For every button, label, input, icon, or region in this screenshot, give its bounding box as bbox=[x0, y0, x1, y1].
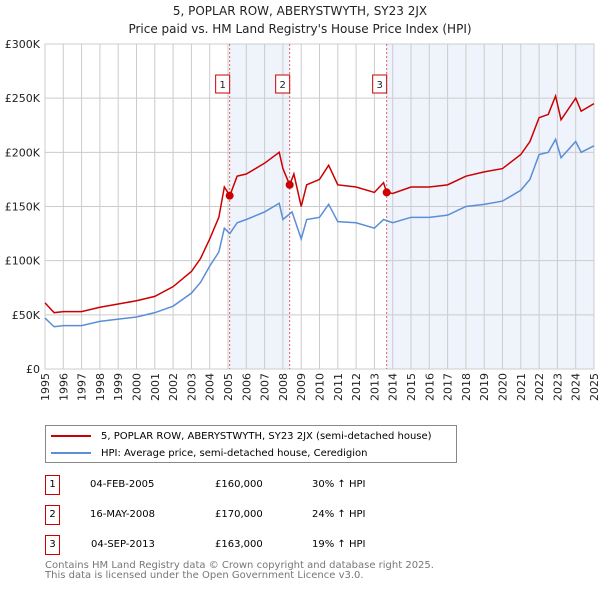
x-tick-label: 2016 bbox=[423, 373, 436, 401]
legend: 5, POPLAR ROW, ABERYSTWYTH, SY23 2JX (se… bbox=[45, 425, 457, 463]
chart-subtitle: Price paid vs. HM Land Registry's House … bbox=[128, 22, 472, 36]
sale-row: 1 04-FEB-2005 £160,000 30% ↑ HPI bbox=[45, 475, 445, 495]
x-tick-label: 2003 bbox=[185, 373, 198, 401]
x-tick-label: 2011 bbox=[332, 373, 345, 401]
x-tick-label: 2025 bbox=[588, 373, 600, 401]
sale-marker-label: 3 bbox=[45, 535, 60, 555]
sale-marker-label: 3 bbox=[376, 80, 382, 91]
y-tick-label: £150K bbox=[5, 201, 41, 214]
sale-point bbox=[285, 180, 294, 189]
sale-hpi: 30% ↑ HPI bbox=[312, 479, 366, 490]
x-tick-label: 2007 bbox=[259, 373, 272, 401]
footer-line: Contains HM Land Registry data © Crown c… bbox=[45, 560, 434, 571]
x-tick-label: 1995 bbox=[39, 373, 52, 401]
y-tick-label: £0 bbox=[26, 363, 40, 376]
series-line-hpi bbox=[44, 137, 595, 328]
sale-date: 04-SEP-2013 bbox=[91, 539, 155, 550]
sale-date: 04-FEB-2005 bbox=[90, 479, 155, 490]
sale-price: £170,000 bbox=[215, 509, 263, 520]
sale-hpi: 24% ↑ HPI bbox=[312, 509, 366, 520]
x-tick-label: 2006 bbox=[240, 373, 253, 401]
sale-marker-label: 2 bbox=[45, 505, 60, 525]
y-tick-label: £200K bbox=[5, 146, 41, 159]
sale-marker-label: 1 bbox=[219, 80, 225, 91]
sale-marker-label: 2 bbox=[279, 80, 285, 91]
footer: Contains HM Land Registry data © Crown c… bbox=[45, 561, 434, 581]
y-tick-label: £300K bbox=[5, 38, 41, 51]
x-tick-label: 1999 bbox=[112, 373, 125, 401]
x-tick-label: 2017 bbox=[442, 373, 455, 401]
x-tick-label: 2023 bbox=[551, 373, 564, 401]
x-tick-label: 2021 bbox=[515, 373, 528, 401]
sale-marker-box bbox=[215, 74, 231, 94]
x-tick-label: 2001 bbox=[149, 373, 162, 401]
x-tick-label: 2008 bbox=[277, 373, 290, 401]
x-tick-label: 2002 bbox=[167, 373, 180, 401]
sale-marker-box bbox=[372, 74, 388, 94]
x-tick-label: 2012 bbox=[350, 373, 363, 401]
x-tick-label: 2000 bbox=[131, 373, 144, 401]
x-tick-label: 2005 bbox=[222, 373, 235, 401]
footer-line: This data is licensed under the Open Gov… bbox=[45, 570, 364, 581]
y-tick-label: £250K bbox=[5, 92, 41, 105]
plot-area: 1995 1996 1997 1998 1999 2000 2001 2002 2003 2004… bbox=[5, 38, 600, 401]
sale-price: £163,000 bbox=[215, 539, 263, 550]
legend-label: 5, POPLAR ROW, ABERYSTWYTH, SY23 2JX (se… bbox=[101, 430, 432, 442]
plot-border bbox=[44, 43, 595, 370]
sale-marker-box bbox=[275, 74, 291, 94]
chart-title: 5, POPLAR ROW, ABERYSTWYTH, SY23 2JX bbox=[172, 4, 428, 18]
y-tick-label: £100K bbox=[5, 255, 41, 268]
x-tick-label: 2004 bbox=[204, 373, 217, 401]
sale-row: 2 16-MAY-2008 £170,000 24% ↑ HPI bbox=[45, 505, 445, 525]
series-line-property bbox=[44, 93, 595, 314]
legend-swatch-red bbox=[51, 435, 91, 437]
x-tick-label: 1996 bbox=[57, 373, 70, 401]
sale-date: 16-MAY-2008 bbox=[90, 509, 156, 520]
y-tick-label: £50K bbox=[12, 309, 41, 322]
x-tick-label: 2010 bbox=[314, 373, 327, 401]
sale-marker-label: 1 bbox=[45, 475, 60, 495]
x-tick-label: 2015 bbox=[405, 373, 418, 401]
sale-hpi: 19% ↑ HPI bbox=[312, 539, 366, 550]
x-tick-label: 2014 bbox=[387, 373, 400, 401]
x-tick-label: 1998 bbox=[94, 373, 107, 401]
sale-row: 3 04-SEP-2013 £163,000 19% ↑ HPI bbox=[45, 535, 445, 555]
x-tick-label: 2024 bbox=[570, 373, 583, 401]
sale-price: £160,000 bbox=[215, 479, 263, 490]
sale-point bbox=[382, 188, 391, 197]
x-tick-label: 1997 bbox=[76, 373, 89, 401]
x-tick-label: 2009 bbox=[295, 373, 308, 401]
legend-label: HPI: Average price, semi-detached house,… bbox=[101, 447, 368, 459]
legend-swatch-blue bbox=[51, 452, 91, 454]
x-tick-label: 2019 bbox=[478, 373, 491, 401]
legend-item-property: 5, POPLAR ROW, ABERYSTWYTH, SY23 2JX (se… bbox=[51, 428, 432, 444]
sale-point bbox=[225, 191, 234, 200]
x-tick-label: 2020 bbox=[497, 373, 510, 401]
legend-item-hpi: HPI: Average price, semi-detached house,… bbox=[51, 445, 368, 461]
x-tick-label: 2022 bbox=[533, 373, 546, 401]
x-tick-label: 2018 bbox=[460, 373, 473, 401]
x-tick-label: 2013 bbox=[368, 373, 381, 401]
